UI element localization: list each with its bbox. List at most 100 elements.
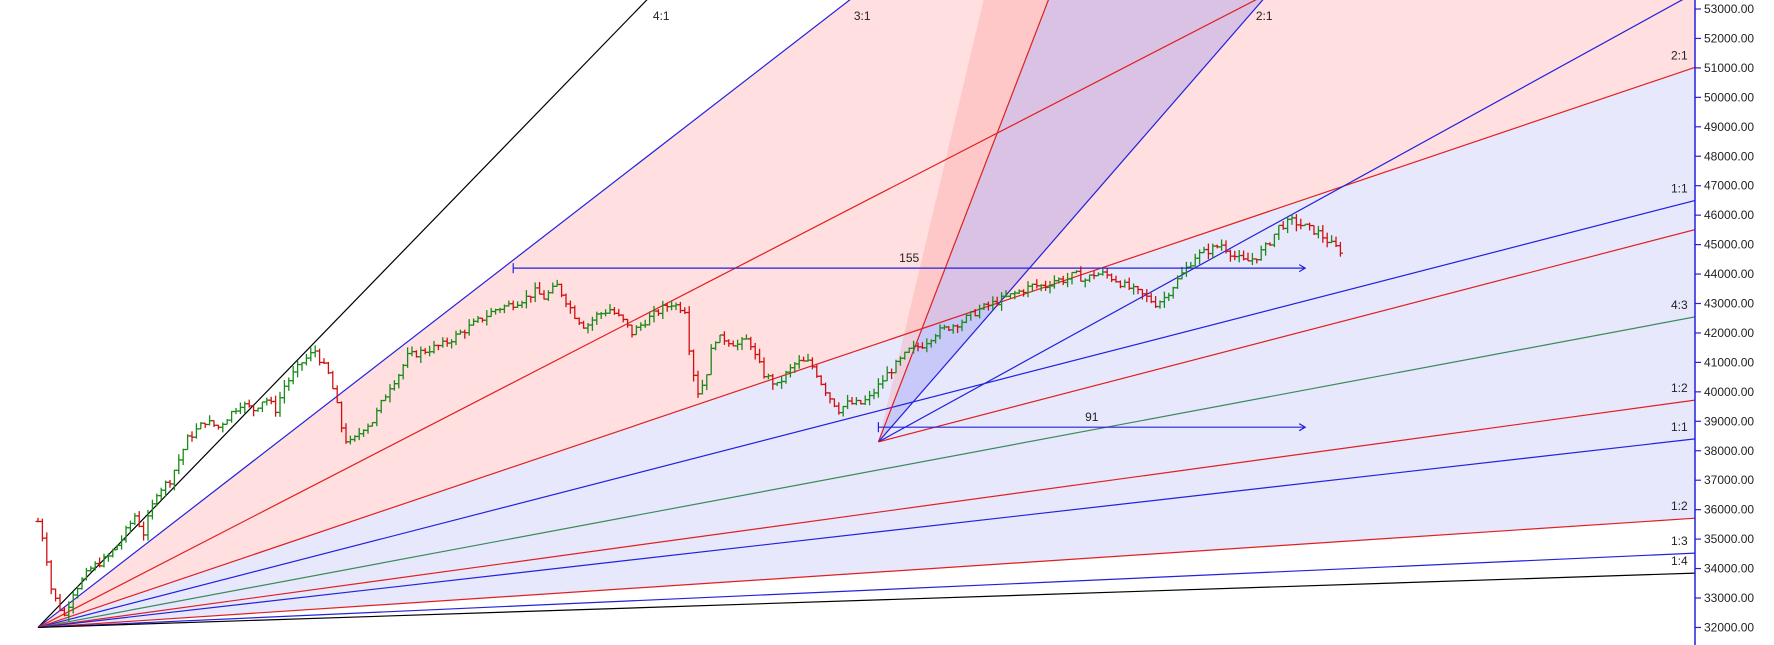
- price-bar: [246, 399, 252, 408]
- tick-label: 32000.00: [1704, 620, 1754, 634]
- price-bar: [83, 567, 89, 581]
- price-bar: [295, 360, 301, 378]
- price-bar: [176, 454, 182, 475]
- price-bar: [53, 588, 59, 602]
- price-bar: [224, 419, 230, 425]
- price-bar: [290, 366, 296, 385]
- price-bar: [303, 353, 309, 366]
- fan-line-2-1[interactable]: [37, 0, 1774, 628]
- price-bar: [259, 401, 265, 413]
- price-bar: [141, 521, 147, 541]
- price-bar: [198, 422, 204, 430]
- tick-label: 40000.00: [1704, 385, 1754, 399]
- tick-label: 39000.00: [1704, 414, 1754, 428]
- fan-line-1-1[interactable]: [37, 0, 1774, 629]
- price-bar: [317, 348, 323, 366]
- tick-label: 48000.00: [1704, 149, 1754, 163]
- tick-label: 45000.00: [1704, 238, 1754, 252]
- fan-line-1-2[interactable]: [37, 216, 1774, 629]
- fan-line-1-2[interactable]: [37, 430, 1774, 629]
- price-bar: [44, 532, 50, 566]
- price-bar: [185, 434, 191, 451]
- range-marker[interactable]: 91: [877, 410, 1307, 433]
- price-bar: [308, 347, 314, 362]
- tick-label: 34000.00: [1704, 562, 1754, 576]
- price-bar: [39, 518, 45, 542]
- tick-label: 44000.00: [1704, 267, 1754, 281]
- price-bar: [264, 397, 270, 406]
- tick-label: 46000.00: [1704, 208, 1754, 222]
- fan-label: 3:1: [854, 9, 871, 23]
- fan-line-1-3[interactable]: [37, 493, 1774, 629]
- tick-label: 47000.00: [1704, 179, 1754, 193]
- price-bar: [312, 345, 318, 358]
- price-bar: [145, 509, 151, 541]
- price-bar: [299, 362, 305, 371]
- price-bar: [229, 410, 235, 423]
- price-bar: [193, 423, 199, 439]
- price-bar: [281, 380, 287, 404]
- range-label: 91: [1085, 410, 1099, 424]
- fan-line-1-1[interactable]: [37, 286, 1774, 629]
- fan-labels: 4:1 3:1 2:1 2:1 1:1 4:3 1:2 1:1 1:2 1:3 1:4: [653, 9, 1688, 568]
- fan-label: 4:3: [1671, 298, 1688, 312]
- fan-line-2-1[interactable]: [37, 0, 1774, 629]
- price-bar: [321, 358, 327, 365]
- fan2-line[interactable]: [878, 0, 1774, 443]
- price-bar: [189, 431, 195, 442]
- fan-line-4-1[interactable]: [37, 0, 1774, 628]
- price-bar: [180, 448, 186, 466]
- fan-line-1-4[interactable]: [37, 529, 1774, 629]
- fan-label: 2:1: [1671, 48, 1688, 62]
- price-axis: 32000.00 33000.00 34000.00 35000.00 36000.00…: [1694, 0, 1754, 645]
- price-bar: [286, 377, 292, 391]
- fan-fills: [38, 0, 1695, 628]
- price-bar: [207, 415, 213, 426]
- tick-label: 50000.00: [1704, 90, 1754, 104]
- tick-label: 51000.00: [1704, 61, 1754, 75]
- fan-label: 1:2: [1671, 499, 1688, 513]
- price-bar: [277, 391, 283, 417]
- price-bar: [48, 560, 54, 595]
- price-bar: [132, 513, 138, 526]
- price-bar: [215, 424, 221, 430]
- price-bar: [202, 422, 208, 428]
- price-bar: [237, 402, 243, 414]
- fan2-line[interactable]: [878, 0, 1774, 443]
- tick-label: 38000.00: [1704, 444, 1754, 458]
- fan-line-3-1[interactable]: [37, 0, 1774, 628]
- fan-label: 1:2: [1671, 381, 1688, 395]
- price-bar: [149, 499, 155, 520]
- fan-label: 2:1: [1256, 9, 1273, 23]
- fan-label: 4:1: [653, 9, 670, 23]
- range-label: 155: [899, 251, 919, 265]
- price-bar: [220, 422, 226, 433]
- price-bar: [110, 548, 116, 558]
- price-bar: [35, 517, 41, 523]
- tick-label: 36000.00: [1704, 503, 1754, 517]
- price-bar: [273, 395, 279, 417]
- tick-label: 42000.00: [1704, 326, 1754, 340]
- price-bar: [268, 396, 274, 405]
- fan-label: 1:1: [1671, 420, 1688, 434]
- tick-label: 33000.00: [1704, 591, 1754, 605]
- price-bar: [325, 361, 331, 375]
- price-bar: [233, 407, 239, 415]
- range-markers: 155 91: [512, 251, 1307, 433]
- tick-label: 43000.00: [1704, 297, 1754, 311]
- tick-label: 53000.00: [1704, 2, 1754, 16]
- price-bar: [1337, 241, 1343, 257]
- price-bar: [330, 370, 336, 390]
- price-bar: [154, 493, 160, 507]
- fan-label: 1:1: [1671, 181, 1688, 195]
- tick-label: 41000.00: [1704, 355, 1754, 369]
- price-bar: [211, 420, 217, 428]
- price-bars: [35, 214, 1343, 622]
- fan-label: 1:3: [1671, 534, 1688, 548]
- fan-line-4-3[interactable]: [37, 65, 1774, 629]
- tick-label: 37000.00: [1704, 473, 1754, 487]
- range-marker[interactable]: 155: [512, 251, 1307, 274]
- tick-label: 52000.00: [1704, 31, 1754, 45]
- fan-lines: [37, 0, 1774, 629]
